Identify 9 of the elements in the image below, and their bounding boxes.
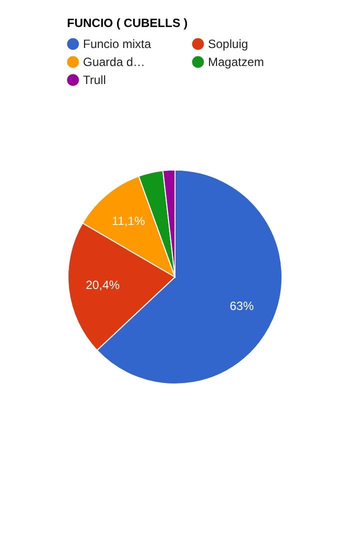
legend-label: Trull (83, 73, 106, 87)
legend-label: Magatzem (208, 55, 264, 69)
data-label: 20,4% (86, 278, 120, 292)
legend-label: Sopluig (208, 37, 248, 51)
data-label: 11,1% (112, 214, 146, 228)
data-label: 63% (230, 298, 254, 313)
legend-label: Guarda d… (83, 55, 146, 69)
legend-label: Funcio mixta (83, 37, 152, 51)
legend-title: FUNCIO ( CUBELLS ) (67, 16, 188, 30)
